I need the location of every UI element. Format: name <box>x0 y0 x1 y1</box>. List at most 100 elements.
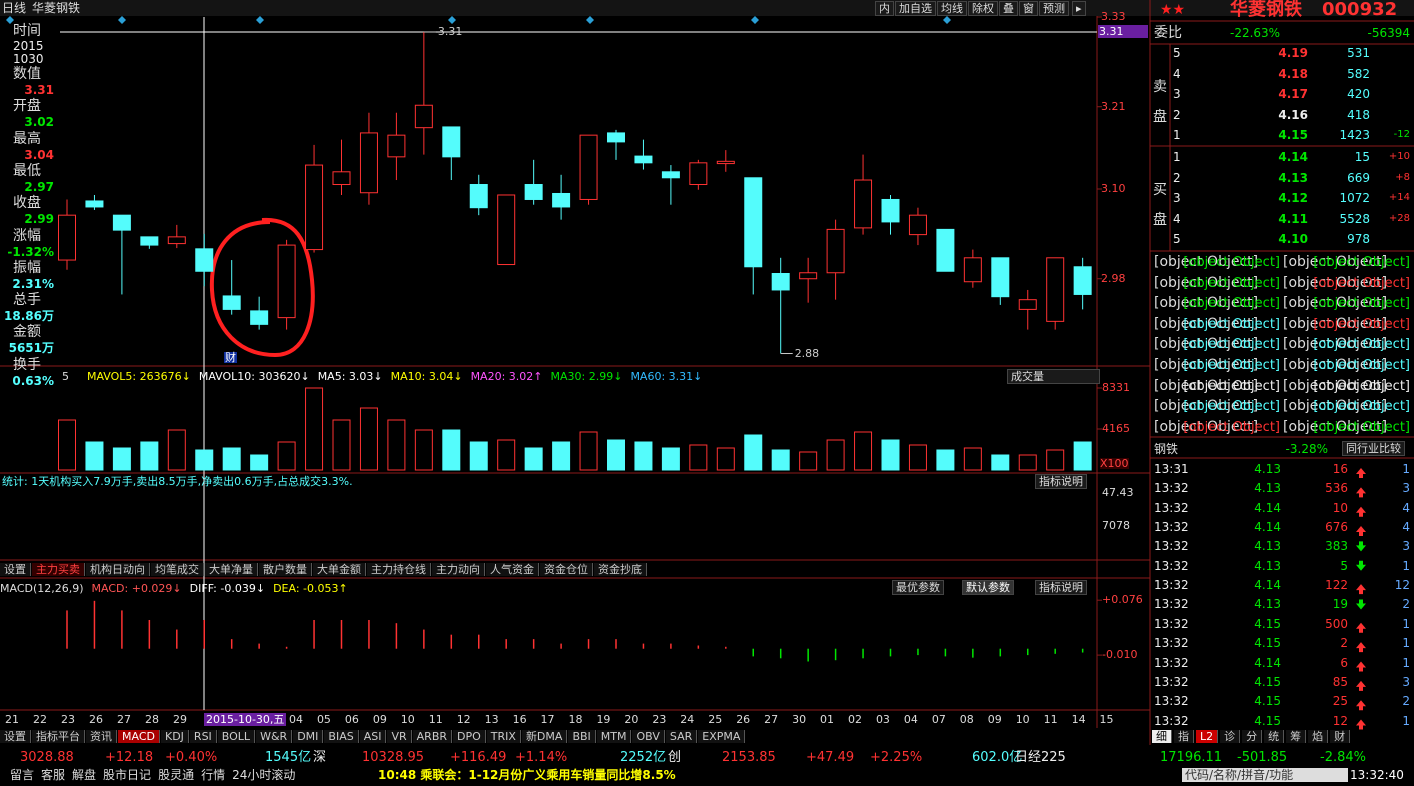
index-value: 10328.95 <box>362 750 425 765</box>
news-ticker[interactable]: 10:48 乘联会：1-12月份广义乘用车销量同比增8.5% <box>378 768 676 782</box>
quote-value: [object Object] <box>1183 358 1280 373</box>
date-label: 2015-10-30,五 <box>204 713 287 726</box>
toolbar-button[interactable]: 内 <box>875 1 894 16</box>
volume-bar <box>936 449 955 471</box>
status-button[interactable]: 24小时滚动 <box>232 768 296 782</box>
quote-tab[interactable]: 诊 <box>1220 730 1241 743</box>
status-button[interactable]: 行情 <box>201 768 226 782</box>
indicator-tab[interactable]: EXPMA <box>698 730 746 743</box>
quote-label: [object Object] <box>1283 315 1388 332</box>
volume-bar <box>414 429 433 471</box>
toolbar-button[interactable]: 窗 <box>1019 1 1038 16</box>
candle-body <box>744 177 763 268</box>
indicator-tab[interactable]: BOLL <box>217 730 256 743</box>
indicator-tab[interactable]: 散户数量 <box>259 563 312 576</box>
candle-body <box>716 160 735 165</box>
info-value: 3.31 <box>24 83 54 97</box>
status-button[interactable]: 留言 <box>10 768 35 782</box>
volume-bar <box>85 441 104 471</box>
indicator-tab[interactable]: 主力买卖 <box>32 563 85 576</box>
info-label: 总手 <box>13 292 41 309</box>
book-change: +14 <box>1388 192 1410 203</box>
indicator-tab[interactable]: OBV <box>632 730 665 743</box>
tick-price: 4.13 <box>1254 539 1281 554</box>
volume-bar <box>305 387 324 471</box>
toolbar-button[interactable]: 叠 <box>999 1 1018 16</box>
quote-tab[interactable]: L2 <box>1196 730 1219 743</box>
indicator-tab[interactable]: 大单金额 <box>313 563 366 576</box>
indicator-tab[interactable]: 资讯 <box>86 730 117 743</box>
sector-button[interactable]: 同行业比较 <box>1342 441 1405 456</box>
volume-bar <box>469 441 488 471</box>
indicator-tab[interactable]: MTM <box>596 730 632 743</box>
status-button[interactable]: 客服 <box>41 768 66 782</box>
quote-tab[interactable]: 统 <box>1264 730 1285 743</box>
indicator-tab[interactable]: 大单净量 <box>205 563 258 576</box>
status-button[interactable]: 股市日记 <box>103 768 152 782</box>
indicator-tab[interactable]: RSI <box>189 730 217 743</box>
indicator-tab[interactable]: SAR <box>665 730 698 743</box>
quote-tab[interactable]: 筹 <box>1286 730 1307 743</box>
indicator-tab[interactable]: 设置 <box>0 563 31 576</box>
toolbar-button[interactable]: 均线 <box>937 1 967 16</box>
quote-value: [object Object] <box>1313 296 1410 312</box>
candle-body <box>387 134 406 158</box>
toolbar-button[interactable]: 除权 <box>968 1 998 16</box>
volume-bar <box>140 441 159 471</box>
indicator-tab[interactable]: 指标平台 <box>32 730 85 743</box>
indicator-tab[interactable]: MACD <box>118 730 160 743</box>
macd-button[interactable]: 默认参数 <box>962 580 1014 595</box>
info-value: 3.04 <box>24 147 54 162</box>
quote-tab[interactable]: 指 <box>1174 730 1194 743</box>
indicator-tab[interactable]: DPO <box>453 730 486 743</box>
volume-unit: X100 <box>1100 457 1129 470</box>
tick-volume: 10 <box>1332 500 1348 515</box>
indicator-tab[interactable]: 主力动向 <box>432 563 485 576</box>
date-label: 27 <box>764 713 779 726</box>
search-box[interactable]: 代码/名称/拼音/功能 <box>1182 768 1348 782</box>
quote-label: [object Object] <box>1283 274 1388 291</box>
indicator-tab[interactable]: TRIX <box>486 730 521 743</box>
candle-body <box>359 132 378 194</box>
event-marker[interactable]: 财 <box>224 351 237 364</box>
quote-tab[interactable]: 财 <box>1330 730 1351 743</box>
quote-tab[interactable]: 分 <box>1242 730 1263 743</box>
volume-bar <box>799 451 818 471</box>
capital-button[interactable]: 指标说明 <box>1035 474 1087 489</box>
indicator-tab[interactable]: 资金抄底 <box>594 563 647 576</box>
indicator-tab[interactable]: W&R <box>256 730 293 743</box>
quote-tab[interactable]: 细 <box>1152 730 1172 743</box>
indicator-tab[interactable]: 人气资金 <box>486 563 539 576</box>
indicator-tab[interactable]: BBI <box>568 730 596 743</box>
book-volume: 582 <box>1347 66 1370 81</box>
indicator-tab[interactable]: ARBR <box>412 730 453 743</box>
window-control[interactable]: ▸ <box>1072 1 1086 16</box>
indicator-tab[interactable]: 设置 <box>0 730 31 743</box>
toolbar-button[interactable]: 预测 <box>1039 1 1069 16</box>
indicator-tab[interactable]: DMI <box>293 730 324 743</box>
macd-button[interactable]: 最优参数 <box>892 580 944 595</box>
status-button[interactable]: 解盘 <box>72 768 97 782</box>
indicator-select[interactable]: 成交量 <box>1007 369 1100 384</box>
indicator-tab[interactable]: BIAS <box>324 730 359 743</box>
macd-button[interactable]: 指标说明 <box>1035 580 1087 595</box>
candle-body <box>799 272 818 280</box>
indicator-tab[interactable]: 主力持仓线 <box>367 563 431 576</box>
toolbar-button[interactable]: 加自选 <box>895 1 936 16</box>
status-button[interactable]: 股灵通 <box>158 768 195 782</box>
quote-value: [object Object] <box>1183 337 1280 353</box>
indicator-tab[interactable]: KDJ <box>160 730 189 743</box>
info-label: 换手 <box>13 356 41 373</box>
indicator-tab[interactable]: VR <box>387 730 412 743</box>
indicator-tab[interactable]: 均笔成交 <box>151 563 204 576</box>
quote-tab[interactable]: 焰 <box>1308 730 1329 743</box>
date-label: 03 <box>875 713 890 726</box>
indicator-tab[interactable]: 新DMA <box>521 730 568 743</box>
tick-arrow <box>1356 700 1366 711</box>
indicator-tab[interactable]: 机构日动向 <box>86 563 150 576</box>
indicator-tab[interactable]: 资金仓位 <box>540 563 593 576</box>
info-label: 涨幅 <box>13 227 41 244</box>
date-label: 23 <box>652 713 667 726</box>
indicator-tab[interactable]: ASI <box>359 730 387 743</box>
volume-header: MA5: 3.03↓ <box>317 370 383 383</box>
